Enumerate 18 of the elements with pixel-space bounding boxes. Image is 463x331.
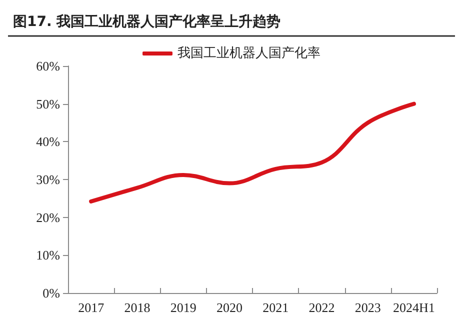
x-tick-label: 2020: [216, 300, 242, 315]
x-tick-label: 2022: [308, 300, 335, 315]
y-tick-label: 50%: [36, 96, 60, 112]
x-tick-label: 2019: [170, 300, 196, 315]
x-tick-label: 2024H1: [392, 300, 435, 315]
x-tick-label: 2021: [262, 300, 289, 315]
y-tick-label: 30%: [36, 172, 60, 187]
x-tick-label: 2023: [354, 300, 381, 315]
y-tick-label: 40%: [36, 134, 60, 150]
x-tick-label: 2017: [78, 300, 105, 315]
chart-title: 图17. 我国工业机器人国产化率呈上升趋势: [13, 13, 281, 30]
y-tick-label: 60%: [36, 58, 60, 74]
line-series: [89, 102, 416, 204]
y-tick-label: 0%: [42, 286, 60, 300]
y-tick-label: 20%: [36, 210, 60, 225]
legend-label: 我国工业机器人国产化率: [178, 45, 320, 61]
x-tick-label: 2018: [124, 300, 150, 315]
y-tick-label: 10%: [36, 248, 60, 263]
